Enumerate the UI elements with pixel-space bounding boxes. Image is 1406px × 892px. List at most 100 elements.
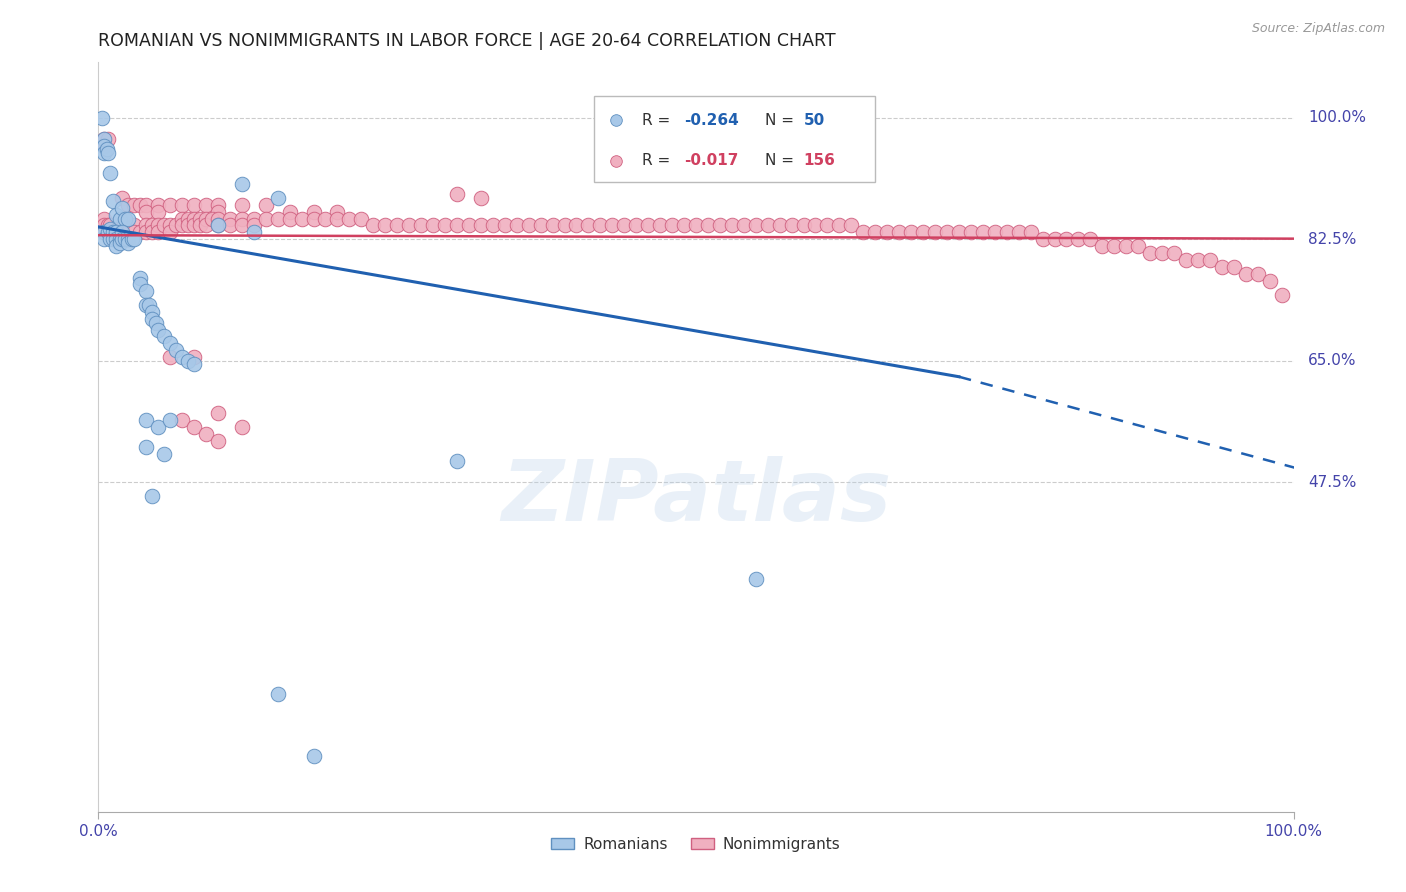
Point — [1271, 288, 1294, 302]
Point — [183, 419, 205, 434]
Point — [172, 351, 194, 365]
Point — [153, 329, 176, 343]
Point — [302, 204, 325, 219]
Point — [135, 204, 157, 219]
Point — [105, 226, 128, 240]
Legend: Romanians, Nonimmigrants: Romanians, Nonimmigrants — [546, 830, 846, 858]
Point — [183, 357, 205, 371]
Point — [374, 219, 396, 233]
Point — [135, 226, 157, 240]
Point — [267, 191, 290, 205]
Point — [129, 197, 152, 211]
Point — [243, 211, 266, 226]
Point — [138, 298, 160, 312]
Point — [578, 219, 600, 233]
Point — [93, 132, 115, 146]
Point — [172, 211, 194, 226]
Point — [159, 351, 181, 365]
Point — [1258, 274, 1281, 288]
Point — [195, 197, 218, 211]
Point — [114, 211, 136, 226]
Point — [517, 219, 540, 233]
Point — [114, 232, 136, 246]
Point — [924, 226, 946, 240]
Point — [470, 219, 492, 233]
Point — [111, 232, 134, 246]
Point — [101, 226, 124, 240]
Point — [105, 208, 128, 222]
Point — [93, 226, 115, 240]
Point — [398, 219, 420, 233]
Point — [135, 441, 157, 455]
Point — [900, 226, 922, 240]
Point — [626, 219, 648, 233]
Point — [165, 343, 187, 358]
Point — [481, 219, 505, 233]
Point — [911, 226, 934, 240]
Point — [172, 219, 194, 233]
Point — [148, 204, 170, 219]
Point — [105, 232, 128, 246]
Point — [411, 219, 433, 233]
Point — [231, 419, 253, 434]
Point — [177, 353, 200, 368]
Point — [1056, 232, 1078, 246]
Point — [243, 226, 266, 240]
Point — [685, 219, 707, 233]
Point — [326, 211, 349, 226]
Point — [93, 132, 115, 146]
Point — [101, 226, 124, 240]
Text: -0.264: -0.264 — [685, 112, 738, 128]
Point — [141, 489, 163, 503]
Text: R =: R = — [643, 112, 675, 128]
Point — [995, 226, 1018, 240]
Text: 50: 50 — [804, 112, 825, 128]
Point — [101, 194, 124, 209]
Point — [363, 219, 385, 233]
Point — [183, 351, 205, 365]
Point — [231, 211, 253, 226]
Point — [93, 232, 115, 246]
Point — [111, 201, 134, 215]
Point — [148, 419, 170, 434]
Point — [1247, 267, 1270, 281]
Point — [145, 316, 167, 330]
Point — [172, 413, 194, 427]
Point — [768, 219, 790, 233]
Point — [446, 219, 468, 233]
Point — [219, 219, 242, 233]
Point — [661, 219, 683, 233]
Point — [98, 219, 122, 233]
Point — [1043, 232, 1066, 246]
Point — [1067, 232, 1090, 246]
Point — [124, 219, 146, 233]
Point — [93, 138, 115, 153]
Point — [673, 219, 696, 233]
Text: 65.0%: 65.0% — [1308, 353, 1357, 368]
Point — [98, 226, 122, 240]
Point — [1019, 226, 1042, 240]
Point — [602, 219, 624, 233]
Point — [124, 226, 146, 240]
Point — [470, 191, 492, 205]
Point — [1199, 253, 1222, 268]
Point — [745, 219, 768, 233]
Point — [129, 226, 152, 240]
Point — [1175, 253, 1198, 268]
Point — [589, 219, 612, 233]
Point — [889, 226, 911, 240]
Point — [207, 219, 229, 233]
Text: 156: 156 — [804, 153, 835, 169]
Point — [254, 211, 277, 226]
Point — [745, 572, 768, 586]
Point — [219, 211, 242, 226]
Point — [339, 211, 361, 226]
Point — [434, 219, 457, 233]
Point — [96, 142, 118, 156]
Text: N =: N = — [765, 153, 799, 169]
Point — [121, 232, 143, 246]
Point — [1080, 232, 1102, 246]
Point — [93, 145, 115, 160]
Point — [195, 426, 218, 441]
Point — [172, 197, 194, 211]
